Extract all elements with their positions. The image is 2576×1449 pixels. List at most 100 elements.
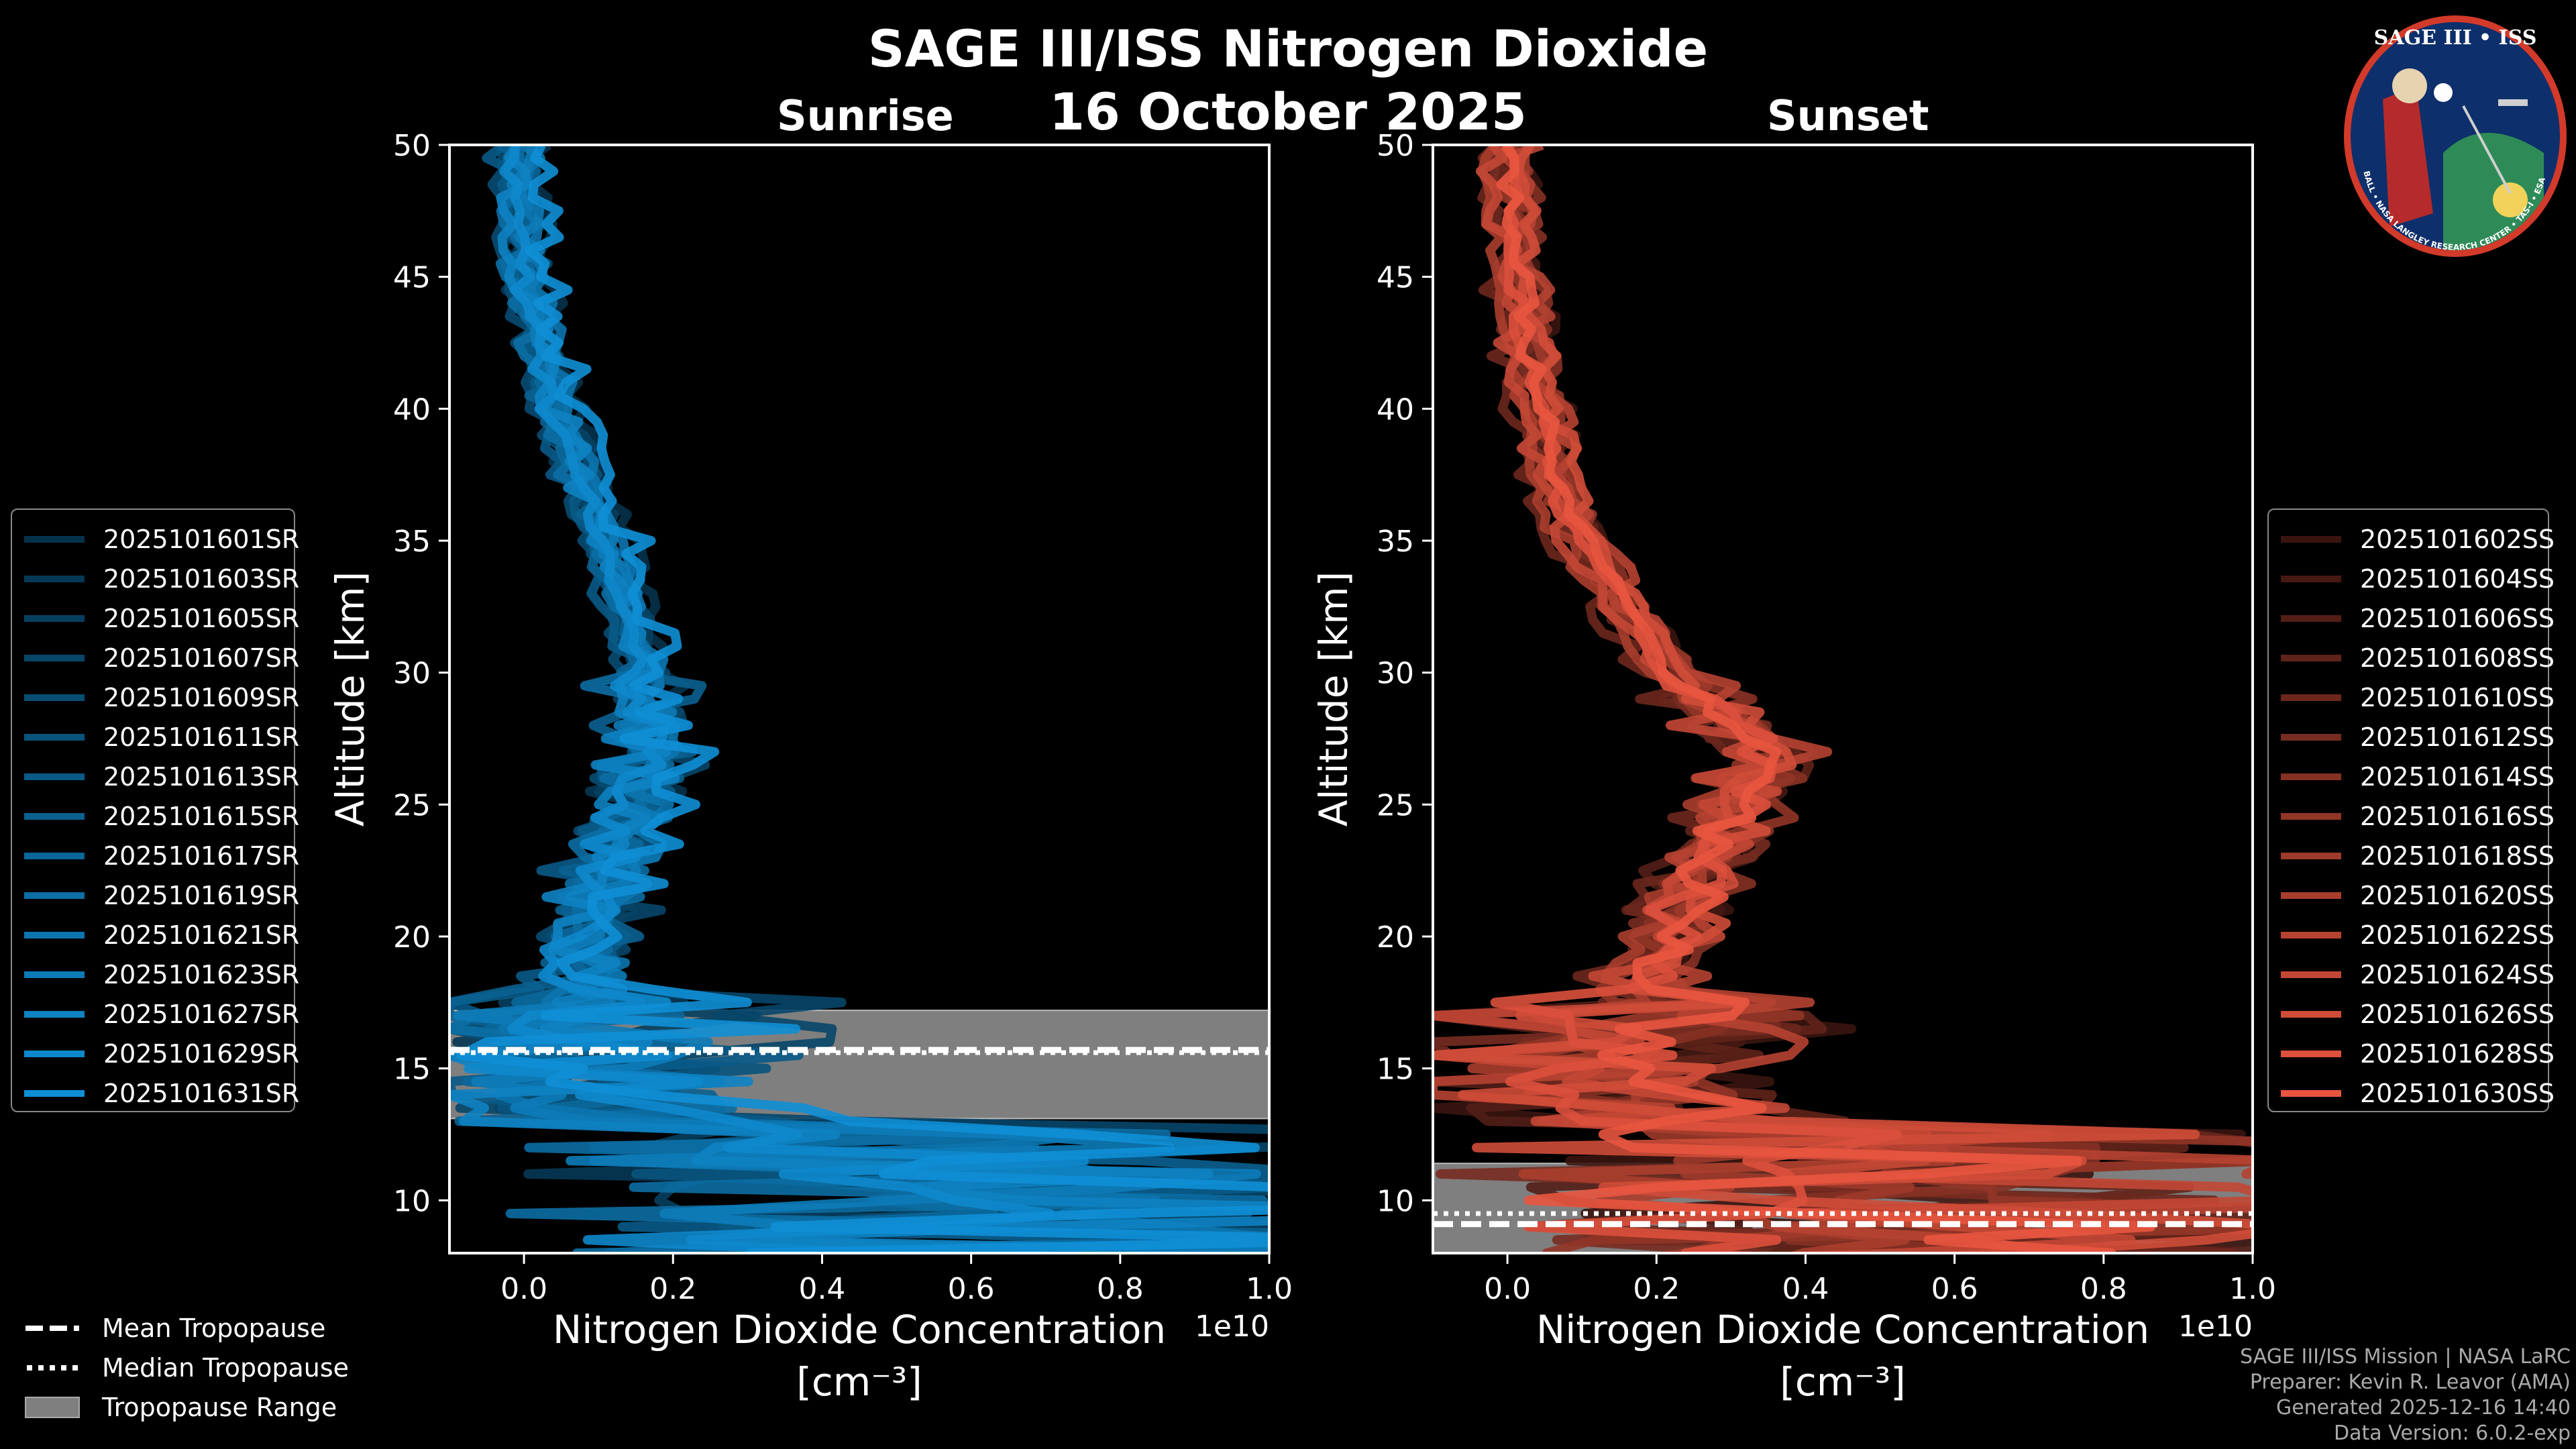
legend-swatch [2281,535,2341,543]
x-tick-label: 0.0 [1484,1272,1531,1306]
x-tick-label: 0.8 [2080,1272,2127,1306]
x-tick-label: 0.2 [1633,1272,1680,1306]
x-scale-label: 1e10 [2178,1309,2253,1344]
median-tropopause-label: Median Tropopause [102,1352,349,1383]
y-tick-label: 10 [1377,1184,1414,1218]
y-tick-label: 30 [1377,657,1414,691]
legend-item: 2025101606SS [2281,598,2555,638]
legend-label: 2025101612SS [2360,722,2555,752]
credits: SAGE III/ISS Mission | NASA LaRC Prepare… [2240,1344,2571,1446]
legend-swatch [2281,812,2341,820]
y-axis-label: Altitude [km] [327,572,373,826]
x-tick-label: 1.0 [2229,1272,2276,1306]
x-tick-label: 1.0 [1246,1272,1293,1306]
legend-swatch [24,773,85,780]
legend-label: 2025101603SR [103,564,300,594]
legend-item: 2025101615SR [24,796,299,836]
legend-swatch [24,892,85,899]
tropopause-legend: Mean Tropopause Median Tropopause Tropop… [24,1308,349,1427]
y-tick-label: 50 [393,129,431,163]
dotted-line-icon [27,1364,79,1371]
y-tick-label: 40 [1377,392,1414,427]
credit-mission: SAGE III/ISS Mission | NASA LaRC [2240,1345,2571,1368]
legend-item: 2025101618SS [2281,836,2555,875]
legend-label: 2025101610SS [2360,682,2555,712]
tropopause-range-label: Tropopause Range [102,1392,337,1422]
legend-item: 2025101621SR [24,915,299,955]
plot-frame [1432,144,2254,1254]
legend-swatch [2281,1010,2341,1018]
sage-iii-iss-logo: SAGE III • ISS BALL • NASA LANGLEY RESEA… [2344,15,2567,257]
legend-swatch [24,694,85,701]
legend-swatch [2281,1050,2341,1057]
legend-item: 2025101603SR [24,559,299,598]
legend-item: 2025101612SS [2281,717,2555,757]
profile-line-2025101628SS [1490,145,1902,1253]
legend-label: 2025101613SR [103,761,300,792]
profile-line-2025101630SS [1496,145,2156,1253]
legend-swatch [2281,614,2341,622]
x-tick-label: 0.8 [1097,1272,1144,1306]
legend-swatch [24,1010,85,1018]
legend-label: 2025101617SR [103,841,300,871]
y-tick-label: 10 [393,1184,431,1218]
legend-item: 2025101609SR [24,678,299,717]
legend-item: 2025101602SS [2281,519,2555,559]
x-scale-label: 1e10 [1195,1309,1269,1344]
legend-item: 2025101616SS [2281,796,2555,836]
legend-swatch [2281,694,2341,701]
legend-label: 2025101631SR [103,1078,300,1108]
y-tick-label: 25 [1377,788,1414,822]
legend-label: 2025101616SS [2360,801,2555,831]
legend-label: 2025101602SS [2360,524,2555,554]
legend-item: 2025101607SR [24,638,299,678]
legend-item: 2025101608SS [2281,638,2555,678]
legend-item: 2025101626SS [2281,994,2555,1034]
x-tick-label: 0.2 [649,1272,696,1306]
mean-tropopause-label: Mean Tropopause [102,1313,326,1343]
legend-swatch [2281,1089,2341,1097]
legend-item: 2025101614SS [2281,757,2555,796]
x-tick-label: 0.4 [798,1272,845,1306]
legend-label: 2025101626SS [2360,999,2555,1029]
legend-mean-tropopause: Mean Tropopause [24,1308,349,1348]
legend-swatch [2281,654,2341,661]
y-tick-label: 15 [1377,1053,1414,1087]
legend-label: 2025101622SS [2360,920,2555,950]
legend-swatch [24,1050,85,1057]
sunset-legend: 2025101602SS 2025101604SS 2025101606SS 2025… [2267,508,2555,1112]
y-tick-label: 50 [1377,129,1414,163]
legend-label: 2025101606SS [2360,603,2555,633]
x-tick-label: 0.6 [1931,1272,1978,1306]
y-tick-label: 20 [393,920,431,955]
legend-item: 2025101627SR [24,994,299,1034]
date-title: 16 October 2025 [1049,82,1527,142]
sunrise-panel-title: Sunrise [777,91,954,140]
legend-item: 2025101624SS [2281,955,2555,994]
x-tick-label: 0.4 [1782,1272,1829,1306]
y-tick-label: 35 [1377,525,1414,559]
legend-label: 2025101615SR [103,801,300,831]
legend-item: 2025101629SR [24,1034,299,1073]
y-axis-label: Altitude [km] [1311,572,1356,826]
legend-swatch [24,535,85,543]
legend-tropopause-range: Tropopause Range [24,1387,349,1427]
x-axis-unit: [cm⁻³] [1780,1359,1906,1405]
legend-swatch [2281,931,2341,938]
legend-swatch [2281,852,2341,859]
credit-generated: Generated 2025-12-16 14:40 [2275,1396,2571,1419]
legend-label: 2025101621SR [103,920,300,950]
legend-swatch [24,614,85,622]
legend-label: 2025101614SS [2360,761,2555,792]
legend-label: 2025101624SS [2360,959,2555,989]
legend-median-tropopause: Median Tropopause [24,1348,349,1387]
legend-swatch [24,733,85,741]
y-tick-label: 45 [1377,261,1414,295]
credit-data-version: Data Version: 6.0.2-exp [2333,1421,2571,1445]
legend-swatch [24,812,85,820]
credit-preparer: Preparer: Kevin R. Leavor (AMA) [2249,1371,2571,1394]
legend-item: 2025101611SR [24,717,299,757]
legend-label: 2025101619SR [103,880,300,910]
legend-item: 2025101604SS [2281,559,2555,598]
